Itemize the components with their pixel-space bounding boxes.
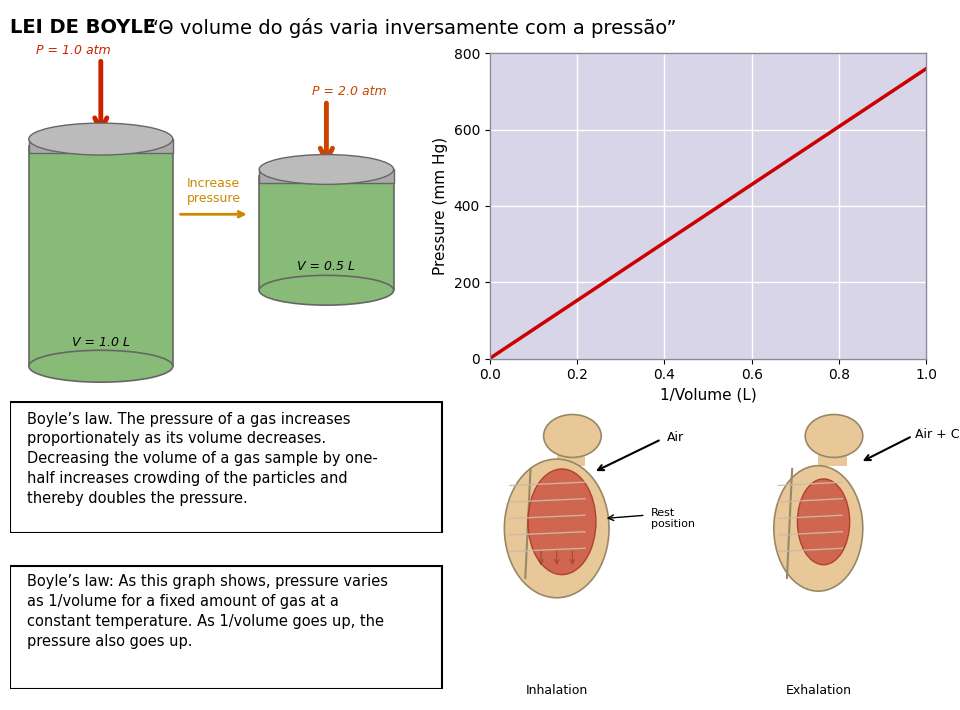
Ellipse shape	[528, 469, 596, 574]
Text: Rest
position: Rest position	[651, 508, 695, 530]
Text: Inhalation: Inhalation	[525, 684, 588, 697]
FancyBboxPatch shape	[10, 566, 442, 689]
Ellipse shape	[29, 350, 173, 382]
Ellipse shape	[798, 479, 850, 564]
Text: Increase
pressure: Increase pressure	[186, 177, 241, 204]
Ellipse shape	[504, 459, 609, 598]
Text: V = 0.5 L: V = 0.5 L	[298, 260, 355, 273]
Ellipse shape	[259, 275, 394, 305]
FancyBboxPatch shape	[10, 403, 442, 532]
Text: LEI DE BOYLE -: LEI DE BOYLE -	[10, 18, 177, 37]
Ellipse shape	[259, 155, 394, 185]
Y-axis label: Pressure (mm Hg): Pressure (mm Hg)	[433, 137, 448, 275]
Text: Air + CO₂: Air + CO₂	[915, 428, 960, 441]
X-axis label: 1/Volume (L): 1/Volume (L)	[660, 388, 756, 403]
Bar	[818, 436, 847, 466]
Text: Exhalation: Exhalation	[785, 684, 852, 697]
Text: Boyle’s law: As this graph shows, pressure varies
as 1/volume for a fixed amount: Boyle’s law: As this graph shows, pressu…	[27, 574, 388, 649]
Text: P = 2.0 atm: P = 2.0 atm	[312, 85, 387, 99]
Bar	[557, 436, 586, 466]
Bar	[29, 139, 173, 153]
Ellipse shape	[29, 123, 173, 155]
Text: Boyle’s law. The pressure of a gas increases
proportionately as its volume decre: Boyle’s law. The pressure of a gas incre…	[27, 412, 378, 506]
Bar	[259, 176, 394, 290]
Text: V = 1.0 L: V = 1.0 L	[72, 336, 130, 349]
Ellipse shape	[774, 466, 863, 591]
Text: “O volume do gás varia inversamente com a pressão”: “O volume do gás varia inversamente com …	[149, 18, 676, 38]
Text: Air: Air	[666, 431, 684, 444]
Bar	[29, 146, 173, 366]
Bar	[259, 170, 394, 183]
Ellipse shape	[543, 415, 601, 457]
Ellipse shape	[805, 415, 863, 457]
Text: P = 1.0 atm: P = 1.0 atm	[36, 43, 110, 57]
